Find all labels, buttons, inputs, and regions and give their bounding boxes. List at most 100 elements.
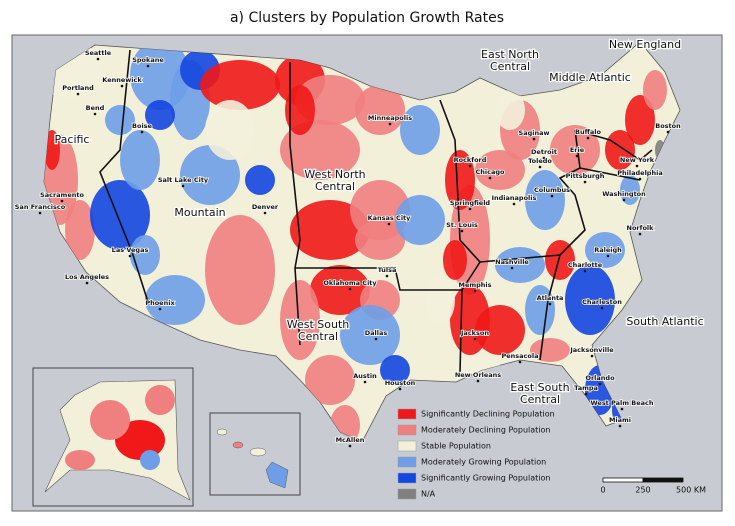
city-label: Jackson [460, 329, 489, 337]
region-label: New England [609, 38, 681, 51]
city-label: San Francisco [15, 203, 66, 211]
city-label: Pensacola [502, 352, 539, 360]
county-patch [205, 100, 255, 160]
county-patch [525, 170, 565, 230]
city-label: Orlando [585, 374, 615, 382]
region-line: New England [609, 38, 681, 51]
boundary [539, 254, 561, 361]
city-dot [532, 137, 536, 141]
city-dot [348, 287, 352, 291]
city-dot [385, 274, 389, 278]
legend-swatch [397, 456, 417, 468]
county-patch [565, 265, 615, 335]
region-label: East North Central [481, 48, 539, 73]
city-dot [538, 165, 542, 169]
city-label: Jacksonville [569, 346, 614, 354]
island [249, 447, 267, 457]
county-patch [380, 355, 410, 385]
city-label: Detroit [531, 148, 557, 156]
city-label: Rockford [454, 156, 487, 164]
region-line: Middle Atlantic [549, 71, 631, 84]
region-line: East South [510, 381, 569, 394]
county-patch [395, 195, 445, 245]
county-patch [200, 60, 280, 110]
city-label: West Palm Beach [590, 399, 653, 407]
city-dot [460, 229, 464, 233]
region-label: South Atlantic [626, 315, 703, 328]
city-dot [363, 380, 367, 384]
county-patch [443, 240, 467, 280]
city-label: Phoenix [145, 299, 175, 307]
city-dot [638, 177, 642, 181]
county-patch [180, 145, 240, 205]
city-dot [38, 211, 42, 215]
city-dot [76, 92, 80, 96]
city-dot [542, 156, 546, 160]
city-dot [550, 194, 554, 198]
county-patch [495, 247, 545, 283]
city-label: Philadelphia [617, 169, 662, 177]
county-patch [105, 105, 135, 135]
city-label: Boise [132, 122, 153, 130]
county-patch [495, 90, 525, 130]
island [216, 428, 228, 436]
city-dot [146, 64, 150, 68]
county-patch [310, 265, 370, 315]
county-patch [130, 235, 160, 275]
city-label: Los Angeles [65, 273, 109, 281]
county-patch [290, 200, 370, 260]
region-line: Central [298, 330, 338, 343]
region-line: Central [520, 393, 560, 406]
legend-label: Moderately Growing Population [421, 458, 546, 467]
island [265, 461, 289, 489]
region-label: West North Central [304, 168, 365, 193]
city-label: St. Louis [446, 221, 478, 229]
city-dot [635, 164, 639, 168]
county-patch [425, 275, 455, 325]
city-dot [388, 122, 392, 126]
region-label: Mountain [174, 206, 225, 219]
county-patch [620, 175, 640, 205]
city-label: Kennewick [102, 76, 142, 84]
city-dot [468, 164, 472, 168]
city-dot [638, 232, 642, 236]
scale-bar: 0 250 500 KM [600, 477, 706, 495]
county-patch [90, 400, 130, 440]
city-dot [473, 337, 477, 341]
city-dot [584, 392, 588, 396]
boundary [295, 267, 463, 373]
county-patch [355, 85, 405, 135]
alaska-patches [65, 385, 175, 470]
city-label: Dallas [365, 329, 388, 337]
city-dot [598, 382, 602, 386]
map-title: a) Clusters by Population Growth Rates [230, 10, 504, 26]
city-label: Austin [353, 372, 377, 380]
city-label: Miami [609, 416, 631, 424]
city-label: Erie [570, 146, 585, 154]
city-label: Houston [385, 379, 416, 387]
city-dot [140, 130, 144, 134]
island [232, 441, 244, 449]
region-line: Pacific [55, 133, 90, 146]
city-label: Atlanta [537, 294, 564, 302]
county-patch [145, 100, 175, 130]
city-label: Charleston [582, 298, 622, 306]
legend-label: Significantly Declining Population [421, 410, 555, 419]
city-label: Boston [655, 122, 681, 130]
city-dot [348, 444, 352, 448]
region-line: Mountain [174, 206, 225, 219]
city-label: Sacramento [40, 191, 84, 199]
city-dot [620, 407, 624, 411]
city-label: Charlotte [568, 261, 603, 269]
legend-swatch [397, 424, 417, 436]
city-dot [512, 202, 516, 206]
county-patch [120, 130, 160, 190]
region-label: West South Central [287, 318, 350, 343]
county-patch [643, 70, 667, 110]
county-patch [280, 280, 320, 360]
legend-swatch [397, 408, 417, 420]
city-dot [606, 254, 610, 258]
city-label: Tampa [574, 384, 598, 392]
region-line: Central [315, 180, 355, 193]
